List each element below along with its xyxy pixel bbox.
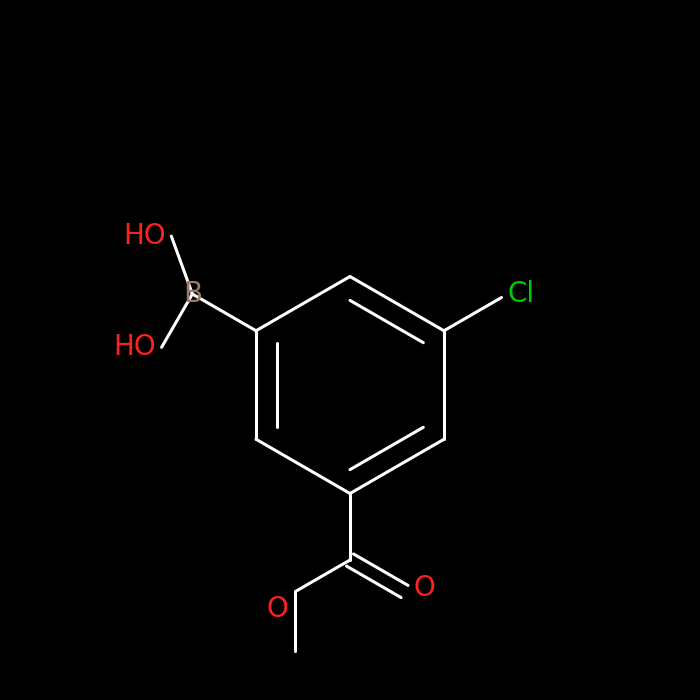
- Text: Cl: Cl: [508, 280, 534, 308]
- Text: HO: HO: [123, 222, 166, 250]
- Text: HO: HO: [113, 333, 156, 361]
- Text: O: O: [267, 595, 288, 623]
- Text: O: O: [414, 574, 435, 602]
- Text: B: B: [183, 280, 202, 308]
